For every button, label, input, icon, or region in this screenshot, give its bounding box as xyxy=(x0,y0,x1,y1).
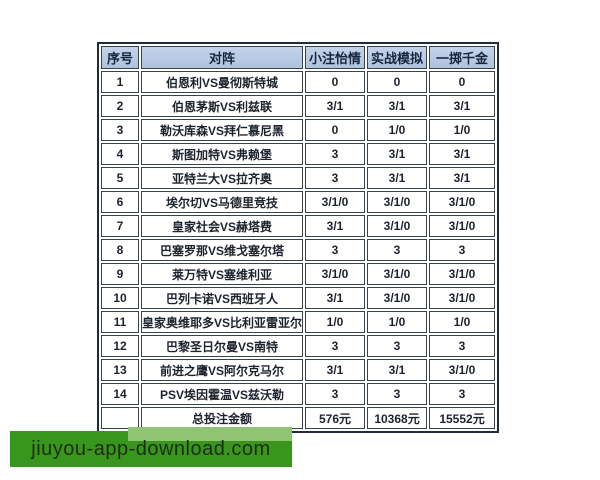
total-value-cell: 10368元 xyxy=(367,407,428,429)
total-empty-cell xyxy=(101,407,139,429)
value-cell: 3/1 xyxy=(429,143,496,165)
table-row: 12 巴黎圣日尔曼VS南特 3 3 3 xyxy=(101,335,496,357)
value-cell: 0 xyxy=(429,71,496,93)
row-number-cell: 7 xyxy=(101,215,139,237)
value-cell: 3/1 xyxy=(367,359,428,381)
value-cell: 3/1 xyxy=(367,167,428,189)
row-number-cell: 9 xyxy=(101,263,139,285)
value-cell: 3/1/0 xyxy=(305,191,366,213)
header-cell-match: 对阵 xyxy=(141,46,304,69)
value-cell: 1/0 xyxy=(367,311,428,333)
match-cell: PSV埃因霍温VS兹沃勒 xyxy=(141,383,304,405)
match-cell: 皇家社会VS赫塔费 xyxy=(141,215,304,237)
value-cell: 3/1 xyxy=(429,167,496,189)
watermark-light-strip xyxy=(128,427,292,441)
row-number-cell: 3 xyxy=(101,119,139,141)
value-cell: 3/1/0 xyxy=(367,263,428,285)
table-header-row: 序号 对阵 小注怡情 实战模拟 一掷千金 xyxy=(101,46,496,69)
watermark-text: jiuyou-app-download.com xyxy=(31,438,271,460)
value-cell: 1/0 xyxy=(305,311,366,333)
row-number-cell: 10 xyxy=(101,287,139,309)
table-row: 2 伯恩茅斯VS利兹联 3/1 3/1 3/1 xyxy=(101,95,496,117)
value-cell: 3 xyxy=(305,335,366,357)
match-cell: 伯恩茅斯VS利兹联 xyxy=(141,95,304,117)
value-cell: 3 xyxy=(305,167,366,189)
value-cell: 3 xyxy=(429,335,496,357)
row-number-cell: 13 xyxy=(101,359,139,381)
match-cell: 巴列卡诺VS西班牙人 xyxy=(141,287,304,309)
row-number-cell: 2 xyxy=(101,95,139,117)
row-number-cell: 12 xyxy=(101,335,139,357)
value-cell: 3/1/0 xyxy=(429,263,496,285)
value-cell: 3 xyxy=(367,383,428,405)
row-number-cell: 8 xyxy=(101,239,139,261)
value-cell: 1/0 xyxy=(429,311,496,333)
match-cell: 埃尔切VS马德里竞技 xyxy=(141,191,304,213)
value-cell: 1/0 xyxy=(367,119,428,141)
header-cell-col3: 一掷千金 xyxy=(429,46,496,69)
value-cell: 3/1 xyxy=(305,287,366,309)
value-cell: 3/1/0 xyxy=(367,215,428,237)
match-cell: 巴黎圣日尔曼VS南特 xyxy=(141,335,304,357)
value-cell: 1/0 xyxy=(429,119,496,141)
row-number-cell: 11 xyxy=(101,311,139,333)
row-number-cell: 14 xyxy=(101,383,139,405)
value-cell: 3 xyxy=(367,239,428,261)
value-cell: 0 xyxy=(367,71,428,93)
table-row: 5 亚特兰大VS拉齐奥 3 3/1 3/1 xyxy=(101,167,496,189)
betting-table: 序号 对阵 小注怡情 实战模拟 一掷千金 1 伯恩利VS曼彻斯特城 0 0 0 … xyxy=(97,42,500,433)
match-cell: 伯恩利VS曼彻斯特城 xyxy=(141,71,304,93)
value-cell: 3/1 xyxy=(367,143,428,165)
header-cell-col2: 实战模拟 xyxy=(367,46,428,69)
value-cell: 3/1 xyxy=(429,95,496,117)
value-cell: 3/1/0 xyxy=(429,287,496,309)
match-cell: 莱万特VS塞维利亚 xyxy=(141,263,304,285)
value-cell: 3/1/0 xyxy=(367,287,428,309)
value-cell: 3 xyxy=(305,383,366,405)
row-number-cell: 6 xyxy=(101,191,139,213)
value-cell: 3/1 xyxy=(305,359,366,381)
match-cell: 亚特兰大VS拉齐奥 xyxy=(141,167,304,189)
value-cell: 0 xyxy=(305,119,366,141)
total-value-cell: 576元 xyxy=(305,407,366,429)
table-row: 1 伯恩利VS曼彻斯特城 0 0 0 xyxy=(101,71,496,93)
match-cell: 勒沃库森VS拜仁慕尼黑 xyxy=(141,119,304,141)
table-row: 6 埃尔切VS马德里竞技 3/1/0 3/1/0 3/1/0 xyxy=(101,191,496,213)
value-cell: 3/1/0 xyxy=(429,191,496,213)
value-cell: 3/1 xyxy=(367,95,428,117)
header-cell-no: 序号 xyxy=(101,46,139,69)
total-value-cell: 15552元 xyxy=(429,407,496,429)
total-row: 总投注金额 576元 10368元 15552元 xyxy=(101,407,496,429)
table-row: 11 皇家奥维耶多VS比利亚雷亚尔 1/0 1/0 1/0 xyxy=(101,311,496,333)
value-cell: 3/1/0 xyxy=(429,359,496,381)
table-row: 14 PSV埃因霍温VS兹沃勒 3 3 3 xyxy=(101,383,496,405)
value-cell: 3 xyxy=(429,239,496,261)
header-cell-col1: 小注怡情 xyxy=(305,46,366,69)
value-cell: 0 xyxy=(305,71,366,93)
value-cell: 3 xyxy=(429,383,496,405)
total-label-cell: 总投注金额 xyxy=(141,407,304,429)
row-number-cell: 1 xyxy=(101,71,139,93)
table-row: 9 莱万特VS塞维利亚 3/1/0 3/1/0 3/1/0 xyxy=(101,263,496,285)
row-number-cell: 4 xyxy=(101,143,139,165)
table-row: 4 斯图加特VS弗赖堡 3 3/1 3/1 xyxy=(101,143,496,165)
value-cell: 3/1/0 xyxy=(305,263,366,285)
table-row: 8 巴塞罗那VS维戈塞尔塔 3 3 3 xyxy=(101,239,496,261)
table-row: 13 前进之鹰VS阿尔克马尔 3/1 3/1 3/1/0 xyxy=(101,359,496,381)
value-cell: 3 xyxy=(305,239,366,261)
value-cell: 3/1 xyxy=(305,215,366,237)
match-cell: 前进之鹰VS阿尔克马尔 xyxy=(141,359,304,381)
table-row: 10 巴列卡诺VS西班牙人 3/1 3/1/0 3/1/0 xyxy=(101,287,496,309)
table-row: 3 勒沃库森VS拜仁慕尼黑 0 1/0 1/0 xyxy=(101,119,496,141)
value-cell: 3/1/0 xyxy=(367,191,428,213)
match-cell: 皇家奥维耶多VS比利亚雷亚尔 xyxy=(141,311,304,333)
value-cell: 3 xyxy=(367,335,428,357)
match-cell: 巴塞罗那VS维戈塞尔塔 xyxy=(141,239,304,261)
table-row: 7 皇家社会VS赫塔费 3/1 3/1/0 3/1/0 xyxy=(101,215,496,237)
match-cell: 斯图加特VS弗赖堡 xyxy=(141,143,304,165)
value-cell: 3 xyxy=(305,143,366,165)
row-number-cell: 5 xyxy=(101,167,139,189)
value-cell: 3/1 xyxy=(305,95,366,117)
value-cell: 3/1/0 xyxy=(429,215,496,237)
